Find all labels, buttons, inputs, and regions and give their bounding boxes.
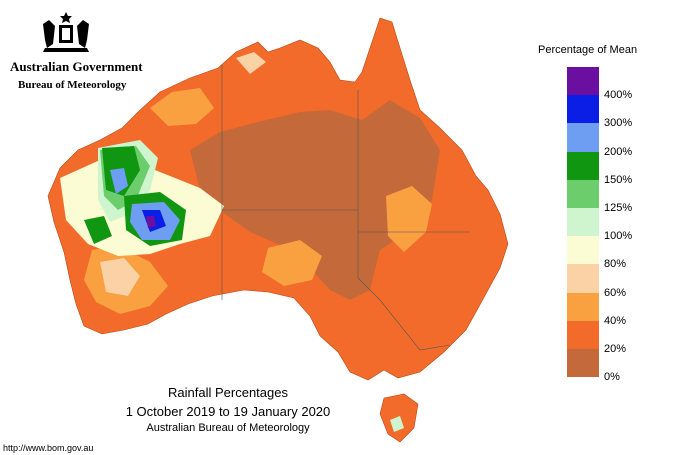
legend-label: 100% xyxy=(604,230,633,243)
legend-label: 40% xyxy=(604,314,627,327)
legend-label: 200% xyxy=(604,145,633,158)
band-max-core xyxy=(146,216,156,228)
bom-website-link[interactable]: http://www.bom.gov.au xyxy=(3,443,94,453)
legend-label: 0% xyxy=(604,371,620,384)
map-period: 1 October 2019 to 19 January 2020 xyxy=(125,404,331,419)
coat-of-arms-icon xyxy=(43,12,89,52)
legend-swatch xyxy=(567,207,599,237)
legend-swatch xyxy=(567,348,599,378)
legend-label: 300% xyxy=(604,117,633,130)
band-300-north xyxy=(110,168,128,194)
legend-swatch xyxy=(567,264,599,293)
bureau-name: Bureau of Meteorology xyxy=(18,79,127,91)
map-title: Rainfall Percentages xyxy=(168,385,288,400)
legend-swatch xyxy=(567,95,599,124)
legend-swatch xyxy=(567,67,599,96)
band-60-east xyxy=(386,186,432,252)
legend-label: 20% xyxy=(604,343,627,355)
tasmania-wet-spot xyxy=(390,416,404,432)
band-80-west xyxy=(100,258,140,296)
band-200-pocket xyxy=(84,216,112,244)
border-nsw-vic xyxy=(357,277,451,351)
legend-swatch xyxy=(567,292,599,321)
legend-swatch xyxy=(567,123,599,152)
legend-label: 400% xyxy=(604,89,633,102)
government-name: Australian Government xyxy=(10,59,143,74)
legend-label: 80% xyxy=(604,258,627,271)
legend-swatch xyxy=(567,151,599,180)
legend-label: 125% xyxy=(604,202,633,214)
legend-swatch xyxy=(567,179,599,208)
interior-dry-zone xyxy=(190,100,440,300)
legend-label: 150% xyxy=(604,173,633,186)
legend-title: Percentage of Mean xyxy=(538,44,638,56)
legend-swatch xyxy=(567,236,599,265)
band-60-north xyxy=(150,88,214,126)
band-80-north xyxy=(236,52,266,74)
band-60-south xyxy=(262,240,322,286)
legend-swatch xyxy=(567,320,599,349)
legend-label: 60% xyxy=(604,286,627,299)
map-source: Australian Bureau of Meteorology xyxy=(146,422,310,434)
legend-color-bar xyxy=(567,67,599,378)
